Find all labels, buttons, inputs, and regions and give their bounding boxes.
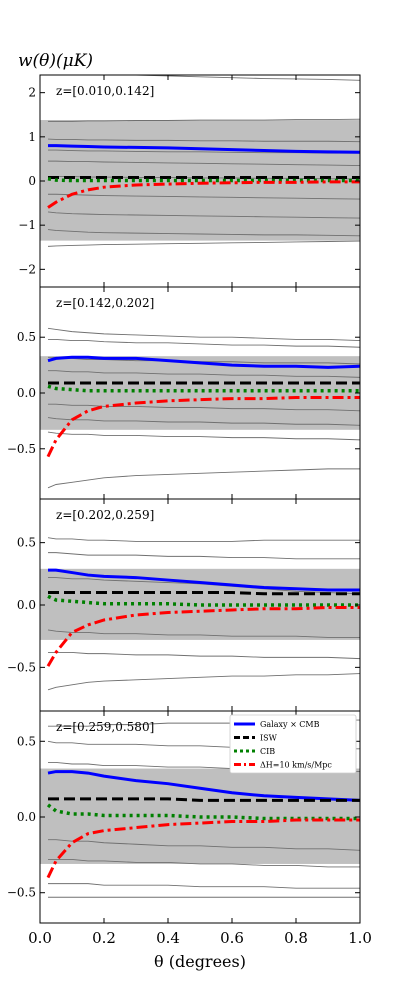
y-tick-label: 1 bbox=[28, 130, 36, 144]
y-tick-label: 0.0 bbox=[17, 598, 36, 612]
y-tick-label: −2 bbox=[18, 262, 36, 276]
simulation-line bbox=[48, 577, 360, 595]
series-line-isw bbox=[48, 797, 360, 802]
simulation-line bbox=[48, 160, 360, 166]
series-line-delta-h bbox=[46, 818, 360, 879]
simulation-line bbox=[48, 403, 360, 412]
x-tick-label: 0.0 bbox=[28, 929, 52, 947]
y-axis-label: w(θ)(μK) bbox=[18, 51, 93, 71]
panels: −2 −1 0 1 2 z=[0.010,0.142] −0.5 0.0 0.5 z=[0.142… bbox=[7, 74, 361, 924]
panel-3: −0.5 0.0 0.5 z=[0.202,0.259] bbox=[7, 498, 361, 712]
legend-label: CIB bbox=[260, 747, 275, 756]
legend-label: ISW bbox=[260, 734, 278, 743]
y-tick-label: 0.0 bbox=[17, 386, 36, 400]
simulation-line bbox=[48, 858, 360, 868]
x-axis-label: θ (degrees) bbox=[154, 952, 246, 971]
uncertainty-band bbox=[40, 356, 360, 430]
plot-area bbox=[40, 75, 360, 247]
x-tick-labels: 0.0 0.2 0.4 0.6 0.8 1.0 bbox=[28, 929, 372, 947]
y-tick-label: −0.5 bbox=[7, 886, 36, 900]
y-tick-label: 0.0 bbox=[17, 810, 36, 824]
simulation-line bbox=[47, 240, 360, 247]
legend-label: ΔH=10 km/s/Mpc bbox=[260, 761, 332, 770]
x-tick-label: 0.4 bbox=[156, 929, 180, 947]
panel-label: z=[0.259,0.580] bbox=[56, 720, 154, 734]
x-tick-label: 0.6 bbox=[220, 929, 244, 947]
panel-label: z=[0.202,0.259] bbox=[56, 508, 154, 522]
series-line-delta-h bbox=[47, 180, 360, 209]
y-tick-label: −1 bbox=[18, 218, 36, 232]
plot-area bbox=[40, 719, 360, 898]
y-tick-label: −0.5 bbox=[7, 660, 36, 674]
y-tick-label: 0.5 bbox=[17, 734, 36, 748]
y-tick-label: −0.5 bbox=[7, 442, 36, 456]
simulation-line bbox=[48, 839, 360, 851]
series-line-galaxy-cmb bbox=[47, 770, 360, 802]
simulation-line bbox=[119, 75, 360, 81]
plot-area bbox=[40, 537, 360, 691]
simulation-line bbox=[47, 468, 360, 489]
series-line-cib bbox=[47, 177, 360, 183]
legend-label: Galaxy × CMB bbox=[260, 720, 320, 729]
simulation-line bbox=[47, 629, 360, 638]
panel-2: −0.5 0.0 0.5 z=[0.142,0.202] bbox=[7, 286, 361, 500]
simulation-line bbox=[47, 537, 360, 542]
y-tick-label: 0 bbox=[28, 174, 36, 188]
legend: Galaxy × CMB ISW CIB ΔH=10 km/s/Mpc bbox=[229, 714, 357, 774]
series-line-delta-h bbox=[46, 605, 360, 667]
panel-label: z=[0.010,0.142] bbox=[56, 84, 154, 98]
simulation-line bbox=[47, 327, 360, 342]
y-tick-label: 0.5 bbox=[17, 330, 36, 344]
series-line-galaxy-cmb bbox=[47, 355, 360, 369]
series-line-isw bbox=[48, 591, 360, 596]
x-tick-label: 1.0 bbox=[348, 929, 372, 947]
series-line-galaxy-cmb bbox=[48, 144, 360, 154]
simulation-line bbox=[47, 229, 360, 237]
series-line-delta-h bbox=[46, 395, 360, 458]
series-line-galaxy-cmb bbox=[48, 568, 360, 592]
y-tick-label: 0.5 bbox=[17, 536, 36, 550]
simulation-line bbox=[47, 673, 360, 691]
simulation-line bbox=[48, 118, 360, 122]
simulation-line bbox=[47, 431, 360, 441]
simulation-line bbox=[48, 370, 360, 378]
simulation-line bbox=[48, 651, 360, 660]
uncertainty-band bbox=[40, 120, 360, 241]
series-line-cib bbox=[47, 594, 360, 607]
simulation-line bbox=[48, 338, 360, 348]
legend-box bbox=[229, 714, 357, 774]
y-tick-label: 2 bbox=[28, 86, 36, 100]
simulation-line bbox=[47, 138, 360, 143]
simulation-line bbox=[48, 552, 360, 560]
series-line-cib bbox=[47, 384, 360, 393]
simulation-line bbox=[47, 211, 360, 219]
x-tick-label: 0.8 bbox=[284, 929, 308, 947]
simulation-line bbox=[48, 883, 360, 889]
panel-label: z=[0.142,0.202] bbox=[56, 296, 154, 310]
panel-1: −2 −1 0 1 2 z=[0.010,0.142] bbox=[18, 74, 361, 288]
panel-4: −0.5 0.0 0.5 z=[0.259,0.580] bbox=[7, 710, 361, 924]
x-tick-label: 0.2 bbox=[92, 929, 116, 947]
plot-area bbox=[40, 327, 360, 489]
uncertainty-band bbox=[40, 568, 360, 640]
